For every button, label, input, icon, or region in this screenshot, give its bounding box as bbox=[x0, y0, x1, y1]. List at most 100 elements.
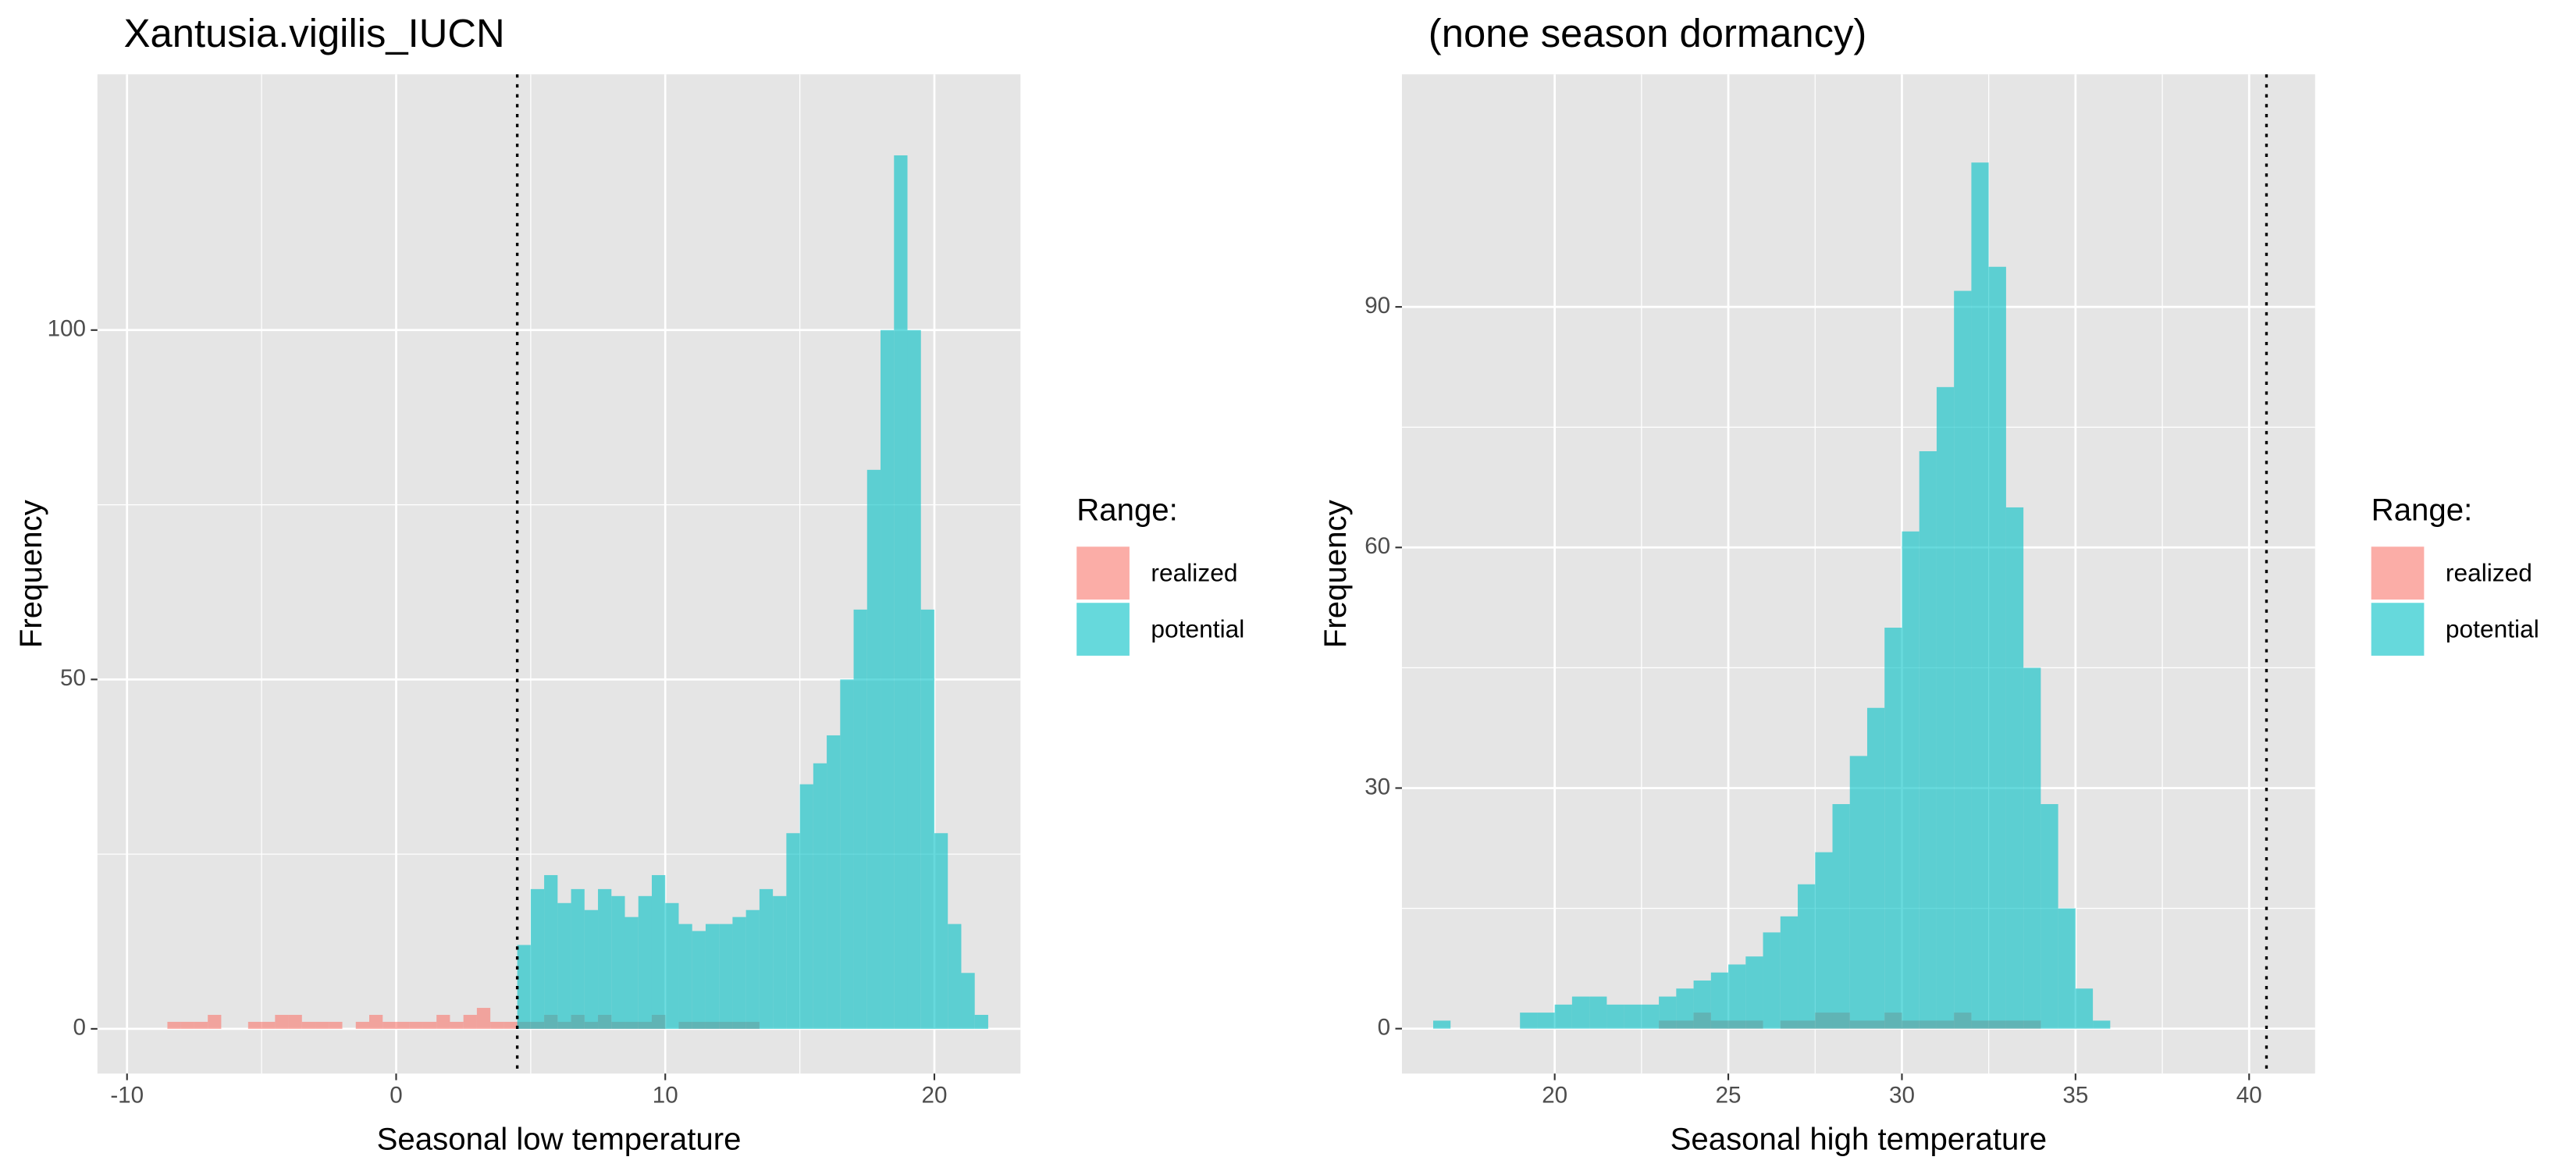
x-tick-label: 30 bbox=[1889, 1083, 1915, 1109]
x-axis-title: Seasonal low temperature bbox=[377, 1122, 742, 1157]
histogram-bar bbox=[1571, 996, 1590, 1029]
y-axis-title: Frequency bbox=[1318, 499, 1353, 648]
histogram-bar bbox=[1832, 804, 1850, 1029]
histogram-bar bbox=[651, 874, 666, 1029]
histogram-bar bbox=[409, 1021, 423, 1029]
histogram-bar bbox=[208, 1014, 222, 1029]
histogram-bar bbox=[1432, 1020, 1451, 1029]
y-tick-label: 0 bbox=[73, 1015, 86, 1041]
histogram-bar bbox=[1798, 884, 1816, 1029]
histogram-bar bbox=[611, 895, 625, 1029]
y-tick-label: 100 bbox=[48, 316, 86, 342]
histogram-bar bbox=[301, 1021, 316, 1029]
chart-title: (none season dormancy) bbox=[1429, 11, 1867, 55]
histogram-bar bbox=[840, 679, 854, 1029]
histogram-bar bbox=[1988, 266, 2006, 1029]
histogram-bar bbox=[1849, 756, 1867, 1029]
histogram-bar bbox=[759, 888, 774, 1029]
histogram-bar bbox=[1971, 162, 1989, 1029]
histogram-bar bbox=[2005, 507, 2024, 1029]
histogram-bar bbox=[813, 763, 827, 1029]
histogram-bar bbox=[1954, 290, 1972, 1029]
histogram-bar bbox=[315, 1021, 329, 1029]
x-tick-label: -10 bbox=[110, 1083, 144, 1109]
histogram-bar bbox=[705, 924, 720, 1029]
histogram-bar bbox=[180, 1021, 194, 1029]
histogram-bar bbox=[1815, 852, 1833, 1029]
histogram-bar bbox=[678, 924, 692, 1029]
histogram-bar bbox=[530, 888, 545, 1029]
y-axis-title: Frequency bbox=[13, 499, 48, 648]
histogram-bar bbox=[1676, 988, 1694, 1029]
histogram-bar bbox=[799, 784, 813, 1029]
legend-swatch bbox=[1076, 546, 1130, 600]
legend-swatch bbox=[2371, 603, 2425, 656]
histogram-bar bbox=[1866, 707, 1885, 1029]
histogram-bar bbox=[355, 1021, 370, 1029]
y-tick-label: 0 bbox=[1378, 1014, 1390, 1040]
legend-swatch bbox=[1076, 603, 1130, 656]
legend-label: realized bbox=[1151, 559, 1237, 587]
y-tick-label: 50 bbox=[60, 665, 86, 691]
histogram-bar bbox=[1919, 451, 1937, 1029]
histogram-bar bbox=[866, 469, 881, 1029]
histogram-bar bbox=[1606, 1004, 1624, 1029]
legend-label: potential bbox=[2446, 615, 2539, 643]
histogram-bar bbox=[194, 1021, 208, 1029]
histogram-bar bbox=[853, 609, 867, 1029]
histogram-bar bbox=[961, 973, 975, 1029]
histogram-bar bbox=[1745, 956, 1763, 1029]
histogram-bar bbox=[894, 155, 908, 1029]
x-tick-label: 40 bbox=[2236, 1083, 2262, 1109]
histogram-bar bbox=[557, 902, 571, 1029]
histogram-bar bbox=[1936, 386, 1955, 1029]
histogram-bar bbox=[2093, 1020, 2111, 1029]
histogram-bar bbox=[490, 1021, 504, 1029]
histogram-bar bbox=[476, 1008, 491, 1029]
histogram-bar bbox=[598, 888, 612, 1029]
x-tick-label: 25 bbox=[1716, 1083, 1742, 1109]
histogram-bar bbox=[827, 735, 841, 1029]
legend-swatch bbox=[2371, 546, 2425, 600]
histogram-bar bbox=[329, 1021, 343, 1029]
histogram-bar bbox=[1624, 1004, 1642, 1029]
histogram-bar bbox=[1520, 1013, 1538, 1029]
histogram-bar bbox=[382, 1021, 397, 1029]
histogram-bar bbox=[1902, 531, 1920, 1029]
legend-title: Range: bbox=[2371, 492, 2473, 527]
histogram-bar bbox=[1763, 932, 1781, 1029]
histogram-bar bbox=[1641, 1004, 1660, 1029]
histogram-bar bbox=[786, 833, 800, 1029]
histogram-bar bbox=[450, 1021, 464, 1029]
histogram-bar bbox=[247, 1021, 262, 1029]
y-tick-label: 60 bbox=[1364, 533, 1390, 559]
histogram-bar bbox=[1693, 981, 1711, 1029]
histogram-bar bbox=[1659, 996, 1677, 1029]
histogram-bar bbox=[624, 917, 639, 1029]
histogram-bar bbox=[1589, 996, 1607, 1029]
histogram-bar bbox=[732, 917, 746, 1029]
histogram-bar bbox=[463, 1014, 477, 1029]
x-tick-label: 10 bbox=[653, 1083, 678, 1109]
histogram-bar bbox=[1710, 972, 1729, 1029]
histogram-bar bbox=[1554, 1004, 1572, 1029]
histogram-bar bbox=[948, 924, 962, 1029]
histogram-bar bbox=[396, 1021, 410, 1029]
legend-label: realized bbox=[2446, 559, 2532, 587]
histogram-bar bbox=[907, 329, 921, 1029]
histogram-bar bbox=[544, 874, 558, 1029]
histogram-bar bbox=[2023, 667, 2041, 1029]
y-tick-label: 30 bbox=[1364, 774, 1390, 799]
histogram-bar bbox=[436, 1014, 450, 1029]
histogram-bar bbox=[262, 1021, 276, 1029]
histogram-bar bbox=[422, 1021, 437, 1029]
histogram-bar bbox=[692, 931, 706, 1029]
y-tick-label: 90 bbox=[1364, 293, 1390, 319]
histogram-bar bbox=[571, 888, 585, 1029]
x-axis-title: Seasonal high temperature bbox=[1670, 1122, 2048, 1157]
histogram-bar bbox=[638, 895, 652, 1029]
histogram-bar bbox=[1728, 964, 1746, 1029]
legend-label: potential bbox=[1151, 615, 1244, 643]
histogram-bar bbox=[503, 1021, 518, 1029]
legend-title: Range: bbox=[1076, 492, 1178, 527]
